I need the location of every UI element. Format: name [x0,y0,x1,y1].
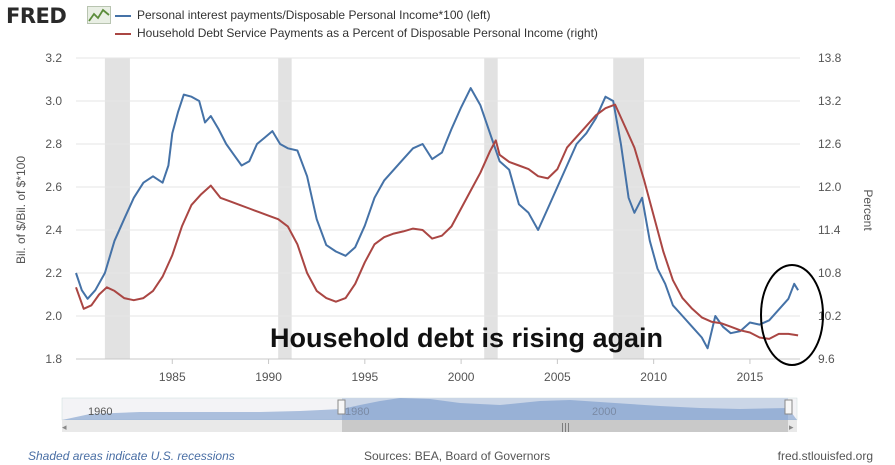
recession-band [104,58,130,359]
y-left-tick-label: 3.0 [45,94,62,108]
legend-swatch-red [115,32,131,35]
y-right-tick-label: 12.0 [818,180,842,194]
recession-band [278,58,292,359]
y-left-tick-label: 2.8 [45,137,62,151]
y-right-tick-label: 10.8 [818,266,842,280]
navigator-label-2000: 2000 [592,406,616,418]
legend-label: Personal interest payments/Disposable Pe… [137,8,491,22]
y-axis-left: 1.8 2.0 2.2 2.4 2.6 2.8 3.0 3.2 [45,51,62,366]
x-tick-label: 1985 [159,370,186,384]
scroll-left-arrow-icon[interactable]: ◂ [62,423,67,433]
x-tick-label: 2015 [737,370,764,384]
recession-shading-layer [104,58,645,359]
highlight-ellipse [760,264,824,366]
x-tick-label: 2000 [448,370,475,384]
x-tick-label: 1995 [351,370,378,384]
chart-line-icon [87,6,111,24]
navigator-handle-right[interactable] [784,399,793,415]
series-line-debt-service [75,103,799,340]
y-right-tick-label: 12.6 [818,137,842,151]
y-left-tick-label: 3.2 [45,51,62,65]
x-axis: 1985 1990 1995 2000 2005 2010 2015 [159,359,764,384]
y-right-tick-label: 9.6 [818,352,835,366]
series-layer [75,87,799,350]
sources-text: Sources: BEA, Board of Governors [364,449,551,463]
range-navigator[interactable]: 1960 1980 2000 ||| ◂ ▸ [61,397,798,433]
y-left-tick-label: 2.6 [45,180,62,194]
fred-logo[interactable]: FRED [6,4,67,28]
legend-item-interest-payments[interactable]: Personal interest payments/Disposable Pe… [115,8,491,22]
y-axis-right: 9.6 10.2 10.8 11.4 12.0 12.6 13.2 13.8 [818,51,842,366]
legend-item-debt-service[interactable]: Household Debt Service Payments as a Per… [115,26,598,40]
series-line-interest-payments [75,87,799,350]
chart-header: FRED Personal interest payments/Disposab… [0,0,895,50]
navigator-series-area [62,398,797,420]
recessions-note: Shaded areas indicate U.S. recessions [28,449,235,463]
site-link[interactable]: fred.stlouisfed.org [777,449,873,463]
navigator-scrollbar-grip: ||| [561,423,570,433]
x-tick-label: 2005 [544,370,571,384]
chart-footer: Shaded areas indicate U.S. recessions So… [0,448,895,465]
y-axis-left-title: Bil. of $/Bil. of $*100 [14,156,28,264]
y-left-tick-label: 2.2 [45,266,62,280]
x-tick-label: 2010 [640,370,667,384]
y-right-tick-label: 11.4 [818,223,841,237]
navigator-label-1960: 1960 [88,406,112,418]
x-tick-label: 1990 [255,370,282,384]
legend-label: Household Debt Service Payments as a Per… [137,26,598,40]
y-left-tick-label: 2.0 [45,309,62,323]
y-left-tick-label: 2.4 [45,223,62,237]
recession-band [613,58,645,359]
scroll-right-arrow-icon[interactable]: ▸ [789,423,794,433]
legend-swatch-blue [115,14,131,17]
navigator-handle-left[interactable] [337,399,346,415]
navigator-label-1980: 1980 [345,406,369,418]
y-axis-right-title: Percent [861,189,875,231]
navigator-scrollbar-thumb[interactable] [342,420,788,432]
y-right-tick-label: 13.8 [818,51,842,65]
y-left-tick-label: 1.8 [45,352,62,366]
y-right-tick-label: 10.2 [818,309,842,323]
annotation-text: Household debt is rising again [270,323,663,353]
gridlines [76,57,800,360]
recession-band [484,58,498,359]
y-right-tick-label: 13.2 [818,94,842,108]
